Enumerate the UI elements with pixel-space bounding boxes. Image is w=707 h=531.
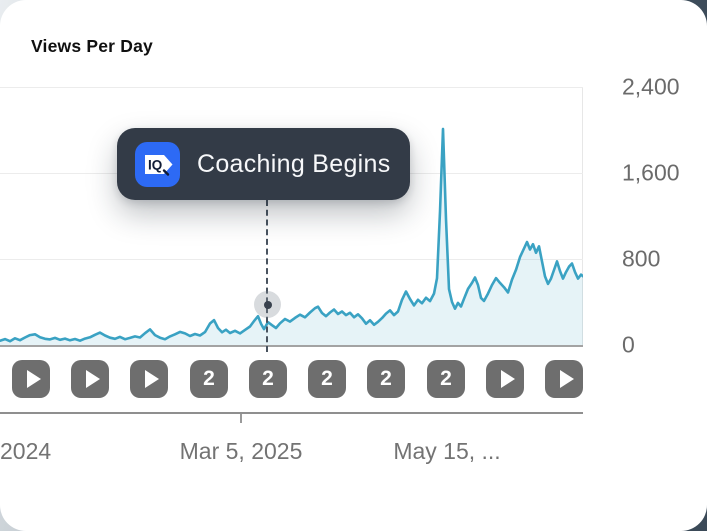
play-icon	[144, 370, 159, 388]
video-count-label: 2	[262, 367, 274, 390]
video-count-label: 2	[380, 367, 392, 390]
svg-text:IQ: IQ	[148, 157, 162, 172]
annotation-marker-dot[interactable]	[263, 300, 272, 309]
play-icon	[500, 370, 515, 388]
video-marker-play[interactable]	[130, 360, 168, 398]
x-tick-label: Mar 5, 2025	[179, 438, 303, 464]
gridline	[0, 87, 583, 88]
play-icon	[85, 370, 100, 388]
gridline	[0, 259, 583, 260]
y-tick-label: 2,400	[622, 73, 680, 100]
video-marker-play[interactable]	[486, 360, 524, 398]
axis-tick-mark	[240, 414, 242, 423]
views-line-chart[interactable]	[0, 87, 583, 345]
video-count-label: 2	[203, 367, 215, 390]
annotation-dashed-line	[266, 200, 268, 352]
video-count-label: 2	[440, 367, 452, 390]
video-marker-count[interactable]: 2	[308, 360, 346, 398]
chart-area-fill	[0, 128, 583, 345]
x-tick-label: May 15, ...	[393, 438, 501, 464]
chart-line	[0, 127, 583, 343]
page-title: Views Per Day	[31, 36, 153, 56]
video-marker-play[interactable]	[71, 360, 109, 398]
video-count-label: 2	[321, 367, 333, 390]
y-tick-label: 0	[622, 331, 635, 358]
callout-label: Coaching Begins	[197, 149, 391, 178]
video-marker-count[interactable]: 2	[190, 360, 228, 398]
plot-right-edge	[582, 87, 583, 345]
y-tick-label: 800	[622, 245, 661, 272]
video-marker-count[interactable]: 2	[427, 360, 465, 398]
y-tick-label: 1,600	[622, 159, 680, 186]
video-marker-count[interactable]: 2	[249, 360, 287, 398]
video-marker-play[interactable]	[12, 360, 50, 398]
timeline-axis-line	[0, 412, 583, 414]
coaching-begins-callout[interactable]: IQ Coaching Begins	[117, 128, 410, 200]
play-icon	[559, 370, 574, 388]
video-marker-play[interactable]	[545, 360, 583, 398]
video-marker-count[interactable]: 2	[367, 360, 405, 398]
play-icon	[26, 370, 41, 388]
x-tick-label: 2024	[0, 438, 52, 464]
views-chart[interactable]	[0, 87, 583, 347]
baseline	[0, 345, 583, 347]
vidiq-logo-icon: IQ	[135, 141, 180, 187]
